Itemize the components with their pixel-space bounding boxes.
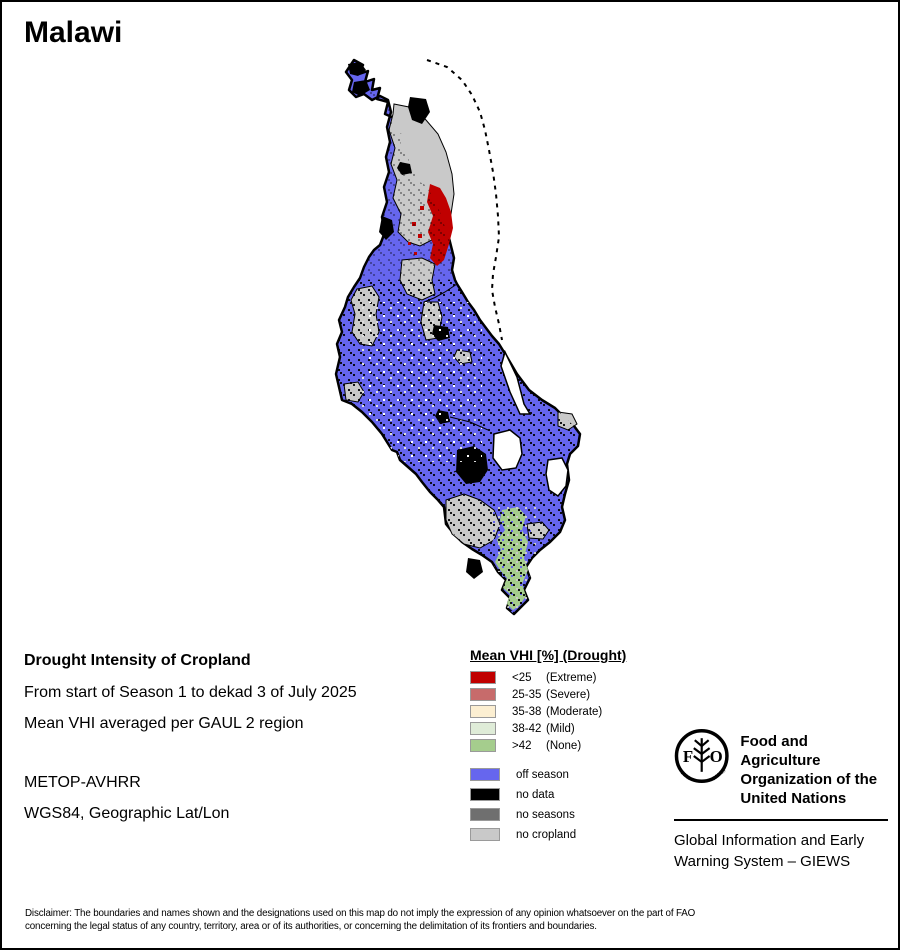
legend-range: 25-35 [512,688,542,701]
fao-footer-block: F O FIAT PANIS Food and Agriculture Orga… [674,726,890,872]
giews-name: Global Information and Early Warning Sys… [674,832,865,870]
disclaimer-text: Disclaimer: The boundaries and names sho… [25,908,696,932]
light-speckle-texture [362,302,482,462]
legend-label: (Extreme) [546,671,597,684]
map-subject-heading: Drought Intensity of Cropland [24,652,251,669]
legend-label: no data [516,788,555,801]
legend-swatch-extreme [470,671,496,684]
legend-swatch-none [470,739,496,752]
legend-label: (None) [546,739,582,752]
svg-text:O: O [710,747,723,766]
legend-row-no-data: no data [470,788,626,801]
legend-swatch-mild [470,722,496,735]
legend-label: (Moderate) [546,705,603,718]
legend-swatch-no-seasons [470,808,500,821]
legend-row-none: >42 (None) [470,739,626,752]
map-period-line: From start of Season 1 to dekad 3 of Jul… [24,684,357,701]
legend-row-moderate: 35-38 (Moderate) [470,705,626,718]
legend-label: no cropland [516,828,577,841]
legend-swatch-severe [470,688,496,701]
legend-row-no-cropland: no cropland [470,828,626,841]
legend-swatch-no-cropland [470,828,500,841]
legend-row-severe: 25-35 (Severe) [470,688,626,701]
svg-text:F: F [683,747,693,766]
legend-label: off season [516,768,569,781]
legend-range: >42 [512,739,532,752]
legend-range: 35-38 [512,705,542,718]
map-method-line: Mean VHI averaged per GAUL 2 region [24,715,304,732]
legend-swatch-no-data [470,788,500,801]
legend-range: 38-42 [512,722,542,735]
map-description-block: Drought Intensity of Cropland From start… [24,652,357,836]
lake-boundary-dashed-line [426,59,503,341]
legend-swatch-off-season [470,768,500,781]
footer-divider [674,819,888,821]
lake-gaps [492,349,569,498]
legend-label: (Severe) [546,688,591,701]
sensor-line: METOP-AVHRR [24,774,141,791]
admin-boundary-lines [423,283,489,473]
legend-row-off-season: off season [470,768,626,781]
legend-label: no seasons [516,808,575,821]
fao-org-name: Food and Agriculture Organization of the… [740,733,878,807]
legend-row-no-seasons: no seasons [470,808,626,821]
fao-logo-icon: F O FIAT PANIS [674,729,729,783]
projection-line: WGS84, Geographic Lat/Lon [24,805,230,822]
legend-row-mild: 38-42 (Mild) [470,722,626,735]
legend-range: <25 [512,671,532,684]
legend-swatch-moderate [470,705,496,718]
legend-title: Mean VHI [%] (Drought) [470,647,627,663]
legend-row-extreme: <25 (Extreme) [470,671,626,684]
map-legend: Mean VHI [%] (Drought) <25 (Extreme) 25-… [470,647,626,848]
page-title: Malawi [24,16,123,49]
legend-label: (Mild) [546,722,575,735]
